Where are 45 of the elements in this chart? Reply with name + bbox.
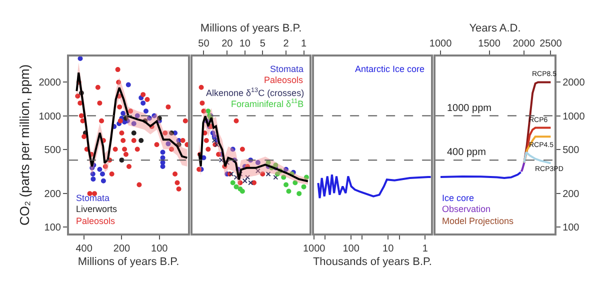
x-axis-title: Years A.D. [469, 22, 521, 35]
text: Liverworts [76, 204, 118, 214]
x-tick-label: 1000 [429, 38, 452, 50]
x-tick-label: 1000 [302, 243, 326, 254]
text: Paleosols [264, 75, 304, 85]
y-tick-label: 1000 [562, 111, 586, 122]
y-axis-title: CO₂ (parts per million, ppm) [17, 64, 32, 226]
x-tick-label: 5 [260, 38, 266, 50]
x-axis-title: Millions of years B.P. [78, 256, 180, 268]
y-tick-label: 100 [44, 222, 62, 234]
ref-line-label: 1000 ppm [447, 103, 492, 114]
x-axis-title: Thousands of years B.P. [312, 256, 432, 268]
x-axis-title: Millions of years B.P. [200, 22, 302, 35]
y-tick-label: 100 [562, 222, 580, 234]
x-tick-label: 10 [382, 243, 394, 254]
x-tick-label: 2500 [540, 38, 562, 50]
y-tick-label: 500 [44, 144, 62, 156]
ref-line-label: 400 ppm [447, 147, 486, 158]
text: Alkenone δ$^{13}$C (crosses) [206, 87, 304, 98]
annotation: Model Projections [442, 216, 514, 226]
x-tick-label: 20 [222, 38, 234, 50]
x-tick-label: 100 [342, 243, 360, 254]
x-tick-label: 200 [113, 243, 131, 254]
x-tick-label: 1 [422, 243, 428, 254]
text: Observation [442, 204, 491, 214]
y-tick-label: 1000 [38, 111, 62, 122]
x-tick-label: 400 [76, 243, 93, 254]
text: Stomata [270, 64, 304, 74]
y-tick-label: 2000 [562, 78, 586, 89]
x-tick-label: 100 [151, 243, 168, 254]
x-tick-label: 1 [300, 38, 307, 50]
x-tick-label: 1500 [478, 38, 501, 50]
y-tick-label: 200 [562, 189, 580, 200]
x-tick-label: 50 [198, 38, 210, 50]
text: Foraminiferal δ$^{11}$B [231, 98, 304, 109]
x-tick-label: 2 [283, 38, 290, 50]
text: Paleosols [76, 216, 116, 226]
y-tick-label: 500 [562, 144, 580, 156]
y-tick-label: 200 [44, 189, 62, 200]
x-tick-label: 10 [239, 38, 251, 50]
y-tick-label: 2000 [38, 78, 62, 89]
series-label: Stomata [76, 193, 110, 203]
series-label: Ice core [442, 193, 474, 203]
x-tick-label: 2000 [512, 38, 536, 50]
text: Antarctic Ice core [355, 64, 425, 74]
